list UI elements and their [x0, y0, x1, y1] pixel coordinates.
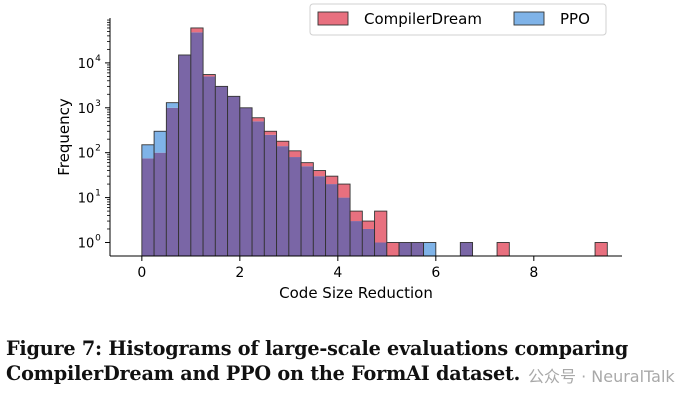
- bar-overlap: [301, 166, 314, 256]
- bar-ppo: [154, 131, 167, 153]
- y-tick-exponent: 4: [95, 54, 101, 64]
- chart-legend: CompilerDream PPO: [309, 3, 607, 36]
- bar-compilerdream: [264, 131, 277, 135]
- y-tick-label: 10: [78, 192, 95, 207]
- bar-compilerdream: [190, 27, 204, 33]
- x-tick-label: 4: [333, 265, 342, 281]
- bar-compilerdream: [337, 184, 351, 198]
- bar-compilerdream: [276, 141, 289, 147]
- x-tick-label: 6: [431, 265, 440, 281]
- y-tick-label: 10: [78, 147, 95, 162]
- y-axis-label: Frequency: [55, 98, 73, 176]
- bar-overlap: [460, 242, 473, 256]
- legend-label-compilerdream: CompilerDream: [364, 10, 482, 28]
- bar-compilerdream: [595, 242, 608, 256]
- bar-compilerdream: [497, 242, 510, 256]
- bar-overlap: [362, 228, 375, 256]
- bar-overlap: [227, 96, 240, 256]
- bar-overlap: [154, 152, 167, 256]
- bar-compilerdream: [362, 221, 375, 229]
- bar-overlap: [215, 86, 228, 256]
- bar-compilerdream: [350, 211, 363, 222]
- bar-overlap: [141, 158, 155, 256]
- x-tick-label: 8: [529, 265, 538, 281]
- x-tick-label: 2: [235, 265, 244, 281]
- y-tick-exponent: 2: [95, 144, 101, 154]
- bar-compilerdream: [313, 170, 326, 177]
- figure-caption: Figure 7: Histograms of large-scale eval…: [6, 336, 674, 386]
- bar-overlap: [374, 242, 387, 256]
- bar-overlap: [325, 184, 338, 256]
- legend-label-ppo: PPO: [560, 10, 590, 28]
- bar-compilerdream: [325, 176, 338, 185]
- x-tick-label: 0: [137, 265, 146, 281]
- legend-swatch-compilerdream: [317, 11, 349, 26]
- y-tick-label: 10: [78, 102, 95, 117]
- bar-overlap: [350, 221, 363, 256]
- histogram-bars: [141, 27, 608, 257]
- bar-compilerdream: [386, 242, 400, 256]
- bar-overlap: [399, 242, 412, 256]
- bar-overlap: [203, 76, 216, 256]
- bar-compilerdream: [301, 162, 314, 167]
- bar-overlap: [190, 32, 204, 256]
- bar-ppo: [141, 144, 155, 159]
- bar-overlap: [252, 121, 265, 256]
- legend-swatch-ppo: [513, 11, 545, 26]
- caption-line-2: CompilerDream and PPO on the FormAI data…: [6, 362, 521, 385]
- bar-overlap: [288, 157, 302, 256]
- bar-compilerdream: [374, 211, 387, 243]
- bar-overlap: [264, 134, 277, 256]
- bar-compilerdream: [288, 150, 302, 158]
- y-tick-label: 10: [78, 57, 95, 72]
- bar-overlap: [337, 197, 351, 256]
- bar-compilerdream: [203, 74, 216, 77]
- bar-compilerdream: [252, 117, 265, 122]
- watermark: 公众号 · NeuralTalk: [528, 367, 675, 386]
- bar-ppo: [423, 242, 436, 256]
- bar-overlap: [166, 107, 179, 256]
- caption-line-1: Figure 7: Histograms of large-scale eval…: [6, 337, 629, 360]
- bar-ppo: [166, 102, 179, 108]
- bar-overlap: [313, 176, 326, 256]
- y-tick-exponent: 0: [95, 233, 101, 243]
- y-tick-label: 10: [78, 236, 95, 251]
- bar-overlap: [276, 146, 289, 256]
- bar-overlap: [411, 242, 424, 256]
- bar-overlap: [239, 107, 253, 256]
- x-axis-label: Code Size Reduction: [279, 284, 433, 302]
- bar-overlap: [178, 54, 191, 256]
- y-tick-exponent: 3: [95, 99, 101, 109]
- y-tick-exponent: 1: [95, 189, 101, 199]
